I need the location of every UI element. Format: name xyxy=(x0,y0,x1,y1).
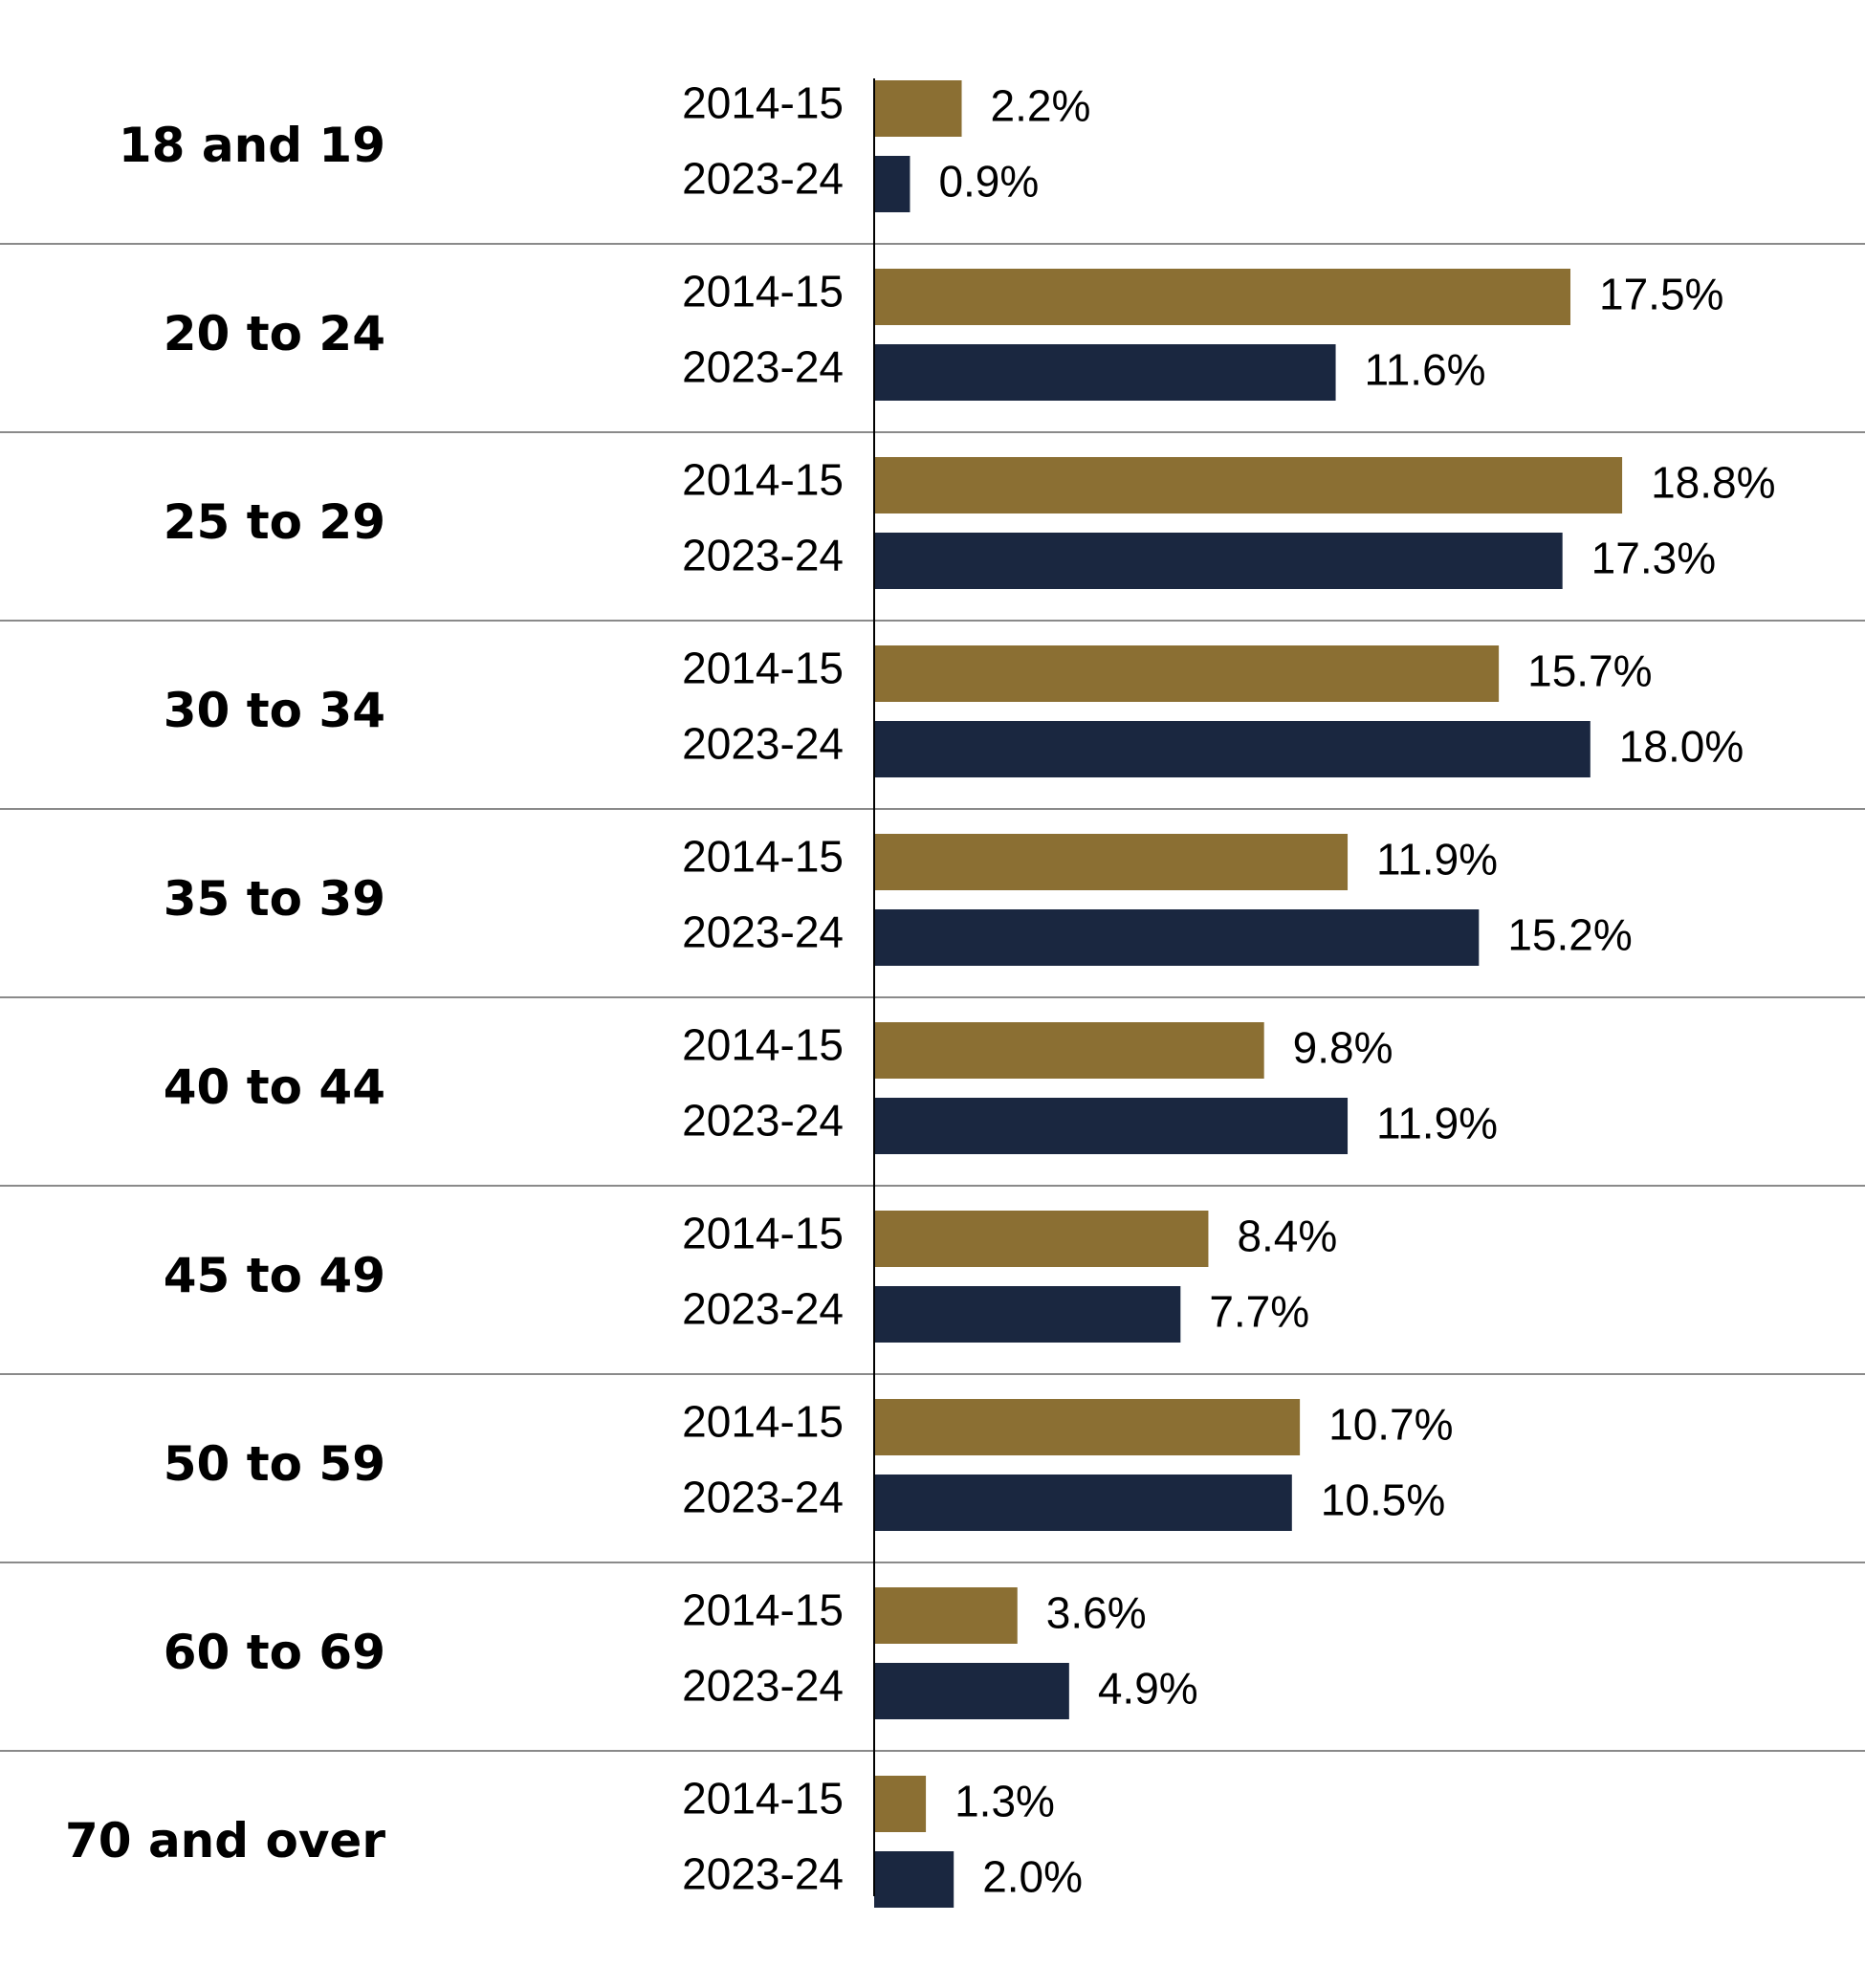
bar xyxy=(874,533,1563,589)
data-label: 18.8% xyxy=(1651,458,1775,508)
series-label: 2014-15 xyxy=(682,267,844,317)
data-label: 10.7% xyxy=(1328,1400,1453,1450)
data-label: 17.3% xyxy=(1591,534,1716,583)
bar xyxy=(874,1475,1292,1531)
category-label: 40 to 44 xyxy=(164,1060,385,1115)
series-label: 2023-24 xyxy=(682,154,844,204)
data-label: 15.7% xyxy=(1527,646,1652,696)
category-label: 70 and over xyxy=(65,1813,385,1868)
bar xyxy=(874,1776,927,1832)
category-label: 45 to 49 xyxy=(164,1248,385,1303)
series-label: 2023-24 xyxy=(682,719,844,769)
series-label: 2014-15 xyxy=(682,1209,844,1258)
bar xyxy=(874,457,1623,513)
series-label: 2023-24 xyxy=(682,1473,844,1522)
series-label: 2023-24 xyxy=(682,531,844,580)
bar xyxy=(874,1286,1181,1343)
category-label: 25 to 29 xyxy=(164,494,385,550)
data-label: 8.4% xyxy=(1237,1212,1337,1261)
category-label: 20 to 24 xyxy=(164,306,385,361)
data-label: 17.5% xyxy=(1599,270,1723,319)
bar xyxy=(874,1663,1069,1719)
data-label: 2.0% xyxy=(982,1852,1083,1902)
series-label: 2023-24 xyxy=(682,342,844,392)
bar xyxy=(874,80,962,137)
data-label: 3.6% xyxy=(1046,1588,1147,1638)
category-label: 60 to 69 xyxy=(164,1625,385,1680)
bar xyxy=(874,1399,1301,1455)
series-label: 2023-24 xyxy=(682,1096,844,1146)
data-label: 0.9% xyxy=(938,157,1039,207)
data-label: 11.9% xyxy=(1376,835,1498,885)
data-label: 18.0% xyxy=(1619,722,1744,772)
series-label: 2023-24 xyxy=(682,1661,844,1711)
series-label: 2014-15 xyxy=(682,832,844,882)
bar xyxy=(874,909,1480,966)
bar xyxy=(874,1851,954,1908)
series-label: 2014-15 xyxy=(682,1020,844,1070)
category-label: 18 and 19 xyxy=(119,118,385,173)
bar xyxy=(874,1098,1349,1154)
series-label: 2014-15 xyxy=(682,78,844,128)
bar xyxy=(874,721,1591,777)
series-label: 2014-15 xyxy=(682,1397,844,1447)
data-label: 15.2% xyxy=(1507,910,1632,960)
series-label: 2023-24 xyxy=(682,1284,844,1334)
bar xyxy=(874,344,1336,401)
series-label: 2014-15 xyxy=(682,455,844,505)
category-label: 50 to 59 xyxy=(164,1436,385,1492)
series-label: 2023-24 xyxy=(682,1849,844,1899)
bar xyxy=(874,156,911,212)
bar xyxy=(874,645,1500,702)
data-label: 11.6% xyxy=(1365,345,1486,395)
bar xyxy=(874,269,1570,325)
bar xyxy=(874,834,1349,890)
series-label: 2023-24 xyxy=(682,907,844,957)
data-label: 2.2% xyxy=(991,81,1091,131)
series-label: 2014-15 xyxy=(682,1585,844,1635)
data-label: 1.3% xyxy=(954,1777,1055,1826)
data-label: 9.8% xyxy=(1293,1023,1393,1073)
data-label: 7.7% xyxy=(1209,1287,1309,1337)
data-label: 10.5% xyxy=(1321,1475,1445,1525)
series-label: 2014-15 xyxy=(682,1774,844,1824)
data-label: 4.9% xyxy=(1098,1664,1198,1714)
category-label: 30 to 34 xyxy=(164,683,385,738)
series-label: 2014-15 xyxy=(682,644,844,693)
data-label: 11.9% xyxy=(1376,1099,1498,1148)
bar xyxy=(874,1587,1018,1644)
bar xyxy=(874,1022,1264,1079)
bar xyxy=(874,1211,1209,1267)
category-label: 35 to 39 xyxy=(164,871,385,927)
